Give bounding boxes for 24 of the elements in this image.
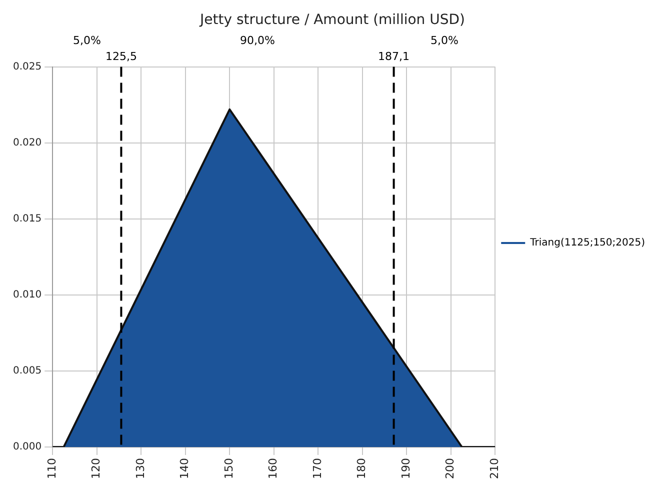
x-tick-label: 180 [355, 458, 368, 480]
x-tick-label: 110 [45, 458, 58, 480]
x-tick-label: 150 [222, 458, 236, 480]
x-tick-label: 160 [266, 458, 280, 480]
x-tick-label: 130 [134, 458, 147, 480]
text: 90,0% [240, 34, 275, 48]
text: 5,0% [430, 34, 458, 48]
x-tick-label: 140 [178, 458, 192, 480]
y-tick-label: 0.000 [12, 442, 42, 453]
y-tick-label: 0.010 [12, 290, 42, 301]
x-tick-label: 210 [488, 458, 501, 480]
ref-line-label: 125,5 [105, 50, 137, 64]
y-tick-label: 0.020 [12, 137, 42, 148]
x-tick-label: 200 [444, 458, 457, 480]
text: 5,0% [72, 34, 101, 48]
y-tick-label: 0.025 [12, 61, 42, 72]
x-tick-label: 120 [90, 458, 103, 480]
y-tick-label: 0.005 [12, 366, 42, 377]
ref-line-label: 187,1 [378, 50, 410, 64]
legend-label: Triang(1125;150;2025) [529, 238, 646, 249]
chart-title: Jetty structure / Amount (million USD) [199, 12, 465, 28]
y-tick-label: 0.015 [12, 213, 42, 224]
x-tick-label: 170 [310, 458, 324, 480]
x-tick-label: 190 [399, 458, 412, 480]
